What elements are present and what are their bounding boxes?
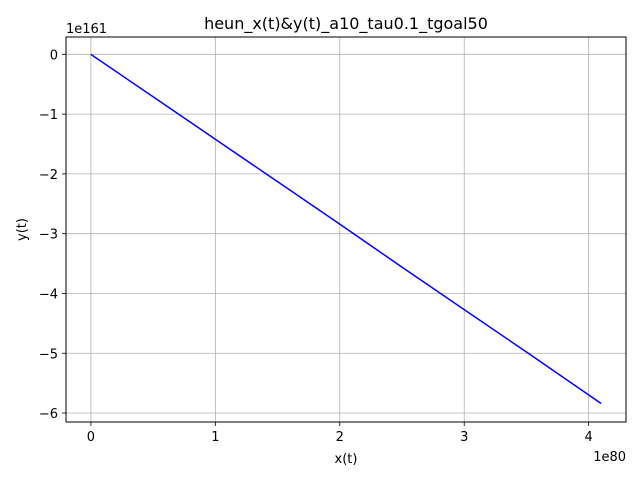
y-tick-label: −1 (39, 108, 58, 123)
x-tick-label: 1 (211, 430, 219, 445)
series-layer (90, 53, 602, 405)
y-axis-label: y(t) (15, 218, 30, 241)
y-tick-label: −4 (39, 287, 58, 302)
y-tick-label: 0 (50, 48, 58, 63)
x-tick-label: 2 (336, 430, 344, 445)
series-line (90, 53, 602, 405)
x-axis-offset-label: 1e80 (593, 450, 626, 465)
x-tick-label: 0 (87, 430, 95, 445)
y-tick-label: −3 (39, 228, 58, 243)
plot-frame (65, 36, 627, 423)
y-tick-label: −6 (39, 407, 58, 422)
y-axis-offset-label: 1e161 (66, 22, 107, 37)
y-tick-label: −5 (39, 347, 58, 362)
chart-title: heun_x(t)&y(t)_a10_tau0.1_tgoal50 (204, 14, 488, 34)
x-tick-label: 4 (585, 430, 593, 445)
x-tick-label: 3 (460, 430, 468, 445)
y-tick-label: −2 (39, 168, 58, 183)
x-axis-label: x(t) (335, 452, 358, 467)
ticks: 0 1 2 3 4 0 −1 −2 −3 −4 −5 −6 (39, 48, 593, 445)
grid (66, 37, 626, 422)
